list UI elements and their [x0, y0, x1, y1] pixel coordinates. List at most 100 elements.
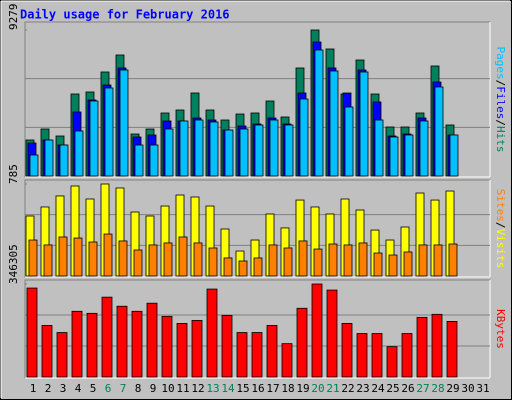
bar [206, 288, 218, 378]
bar [343, 244, 353, 277]
bar [344, 106, 354, 177]
bar [433, 244, 443, 277]
bar [403, 251, 413, 277]
bar [118, 240, 128, 277]
bar [284, 124, 294, 177]
bar [314, 49, 324, 177]
bar [59, 144, 69, 177]
bar [416, 316, 428, 378]
x-tick-label: 13 [206, 382, 219, 395]
bar [224, 129, 234, 177]
bar [58, 236, 68, 277]
bar [209, 121, 219, 177]
bar [431, 313, 443, 378]
x-tick-label: 26 [401, 382, 414, 395]
bar [268, 244, 278, 277]
bar [373, 252, 383, 277]
x-tick-label: 14 [221, 382, 235, 395]
bar [298, 240, 308, 277]
bar [179, 120, 189, 177]
bar [119, 69, 129, 177]
bar [56, 332, 68, 378]
bar [311, 283, 323, 378]
legend: KBytes [494, 309, 507, 349]
bar [329, 70, 339, 177]
x-tick-label: 29 [446, 382, 459, 395]
bar [326, 289, 338, 378]
bar [401, 333, 413, 378]
bar [374, 119, 384, 177]
bar [133, 249, 143, 277]
bar [341, 323, 353, 378]
bar [134, 144, 144, 177]
bar [254, 124, 264, 177]
bar [191, 319, 203, 378]
bar [448, 243, 458, 277]
legend-entry: Sites [494, 189, 507, 222]
bar [89, 100, 99, 177]
legend-separator: / [494, 222, 507, 229]
bar [29, 154, 39, 177]
x-tick-label: 24 [371, 382, 385, 395]
legend-separator: / [494, 80, 507, 87]
x-tick-label: 21 [326, 382, 339, 395]
bar [221, 314, 233, 378]
legend-entry: Pages [494, 47, 507, 80]
x-tick-label: 12 [191, 382, 204, 395]
bar [269, 119, 279, 177]
bar [299, 98, 309, 177]
bar [449, 134, 459, 177]
legend-entry: Hits [494, 126, 507, 153]
bar [74, 130, 84, 177]
x-tick-label: 20 [311, 382, 324, 395]
y-tick-label: 346305 [7, 244, 20, 284]
x-tick-label: 15 [236, 382, 249, 395]
bar [386, 346, 398, 378]
x-tick-label: 9 [150, 382, 157, 395]
bar [41, 325, 53, 378]
bar [418, 244, 428, 277]
bar [388, 254, 398, 277]
x-tick-label: 27 [416, 382, 429, 395]
bar [176, 323, 188, 378]
bar [146, 302, 158, 378]
x-tick-label: 16 [251, 382, 264, 395]
x-tick-label: 11 [176, 382, 189, 395]
x-tick-label: 22 [341, 382, 354, 395]
legend-entry: KBytes [494, 309, 507, 349]
bar [194, 119, 204, 177]
x-tick-label: 31 [476, 382, 489, 395]
x-tick-label: 28 [431, 382, 444, 395]
bar [239, 128, 249, 177]
x-tick-label: 19 [296, 382, 309, 395]
bar [101, 296, 113, 378]
bar [404, 134, 414, 177]
bar [419, 120, 429, 177]
bar [104, 87, 114, 177]
x-tick-label: 4 [75, 382, 82, 395]
bar [178, 236, 188, 277]
bar [223, 257, 233, 277]
x-tick-label: 6 [105, 382, 112, 395]
bar [86, 312, 98, 378]
y-tick-label: 9279 [7, 4, 20, 31]
legend: Sites/Visits [494, 189, 507, 269]
bar [251, 332, 263, 378]
x-tick-label: 25 [386, 382, 399, 395]
legend-separator: / [494, 119, 507, 126]
x-tick-label: 7 [120, 382, 127, 395]
bar [266, 325, 278, 378]
x-tick-label: 17 [266, 382, 279, 395]
bar [208, 247, 218, 277]
x-tick-label: 30 [461, 382, 474, 395]
bar [193, 242, 203, 277]
bar [148, 244, 158, 277]
bar [446, 321, 458, 378]
bar [73, 237, 83, 277]
legend: Pages/Files/Hits [494, 47, 507, 153]
x-tick-label: 2 [45, 382, 52, 395]
chart-title: Daily usage for February 2016 [20, 8, 230, 22]
bar [71, 310, 83, 378]
x-tick-label: 8 [135, 382, 142, 395]
x-tick-label: 18 [281, 382, 294, 395]
